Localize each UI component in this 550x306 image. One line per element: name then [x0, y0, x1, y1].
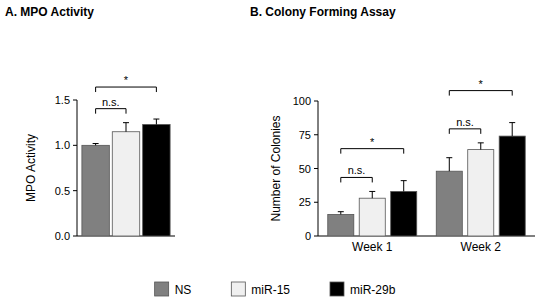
legend-label: miR-15: [251, 283, 290, 297]
significance-bracket: [341, 177, 372, 182]
bar: [82, 145, 109, 236]
marks: [328, 123, 525, 236]
bar: [359, 198, 385, 236]
y-tick: [314, 202, 318, 203]
y-axis: [77, 100, 78, 236]
panel: A. MPO Activity MPO Activity 0.0 0.5 1.0 1.5 n…: [5, 5, 175, 242]
error-bar-stem: [372, 191, 373, 198]
y-tick-label: 75: [299, 129, 311, 141]
significance-bracket: [449, 91, 512, 96]
error-bar-cap: [401, 180, 407, 181]
legend-label: NS: [175, 283, 192, 297]
error-bar-cap: [123, 122, 129, 123]
significance-bracket: [341, 149, 404, 154]
error-bar: [478, 143, 484, 150]
y-tick-label: 0: [305, 230, 311, 242]
bar: [112, 132, 139, 236]
y-tick-label: 50: [299, 163, 311, 175]
legend: NS miR-15 miR-29b: [155, 282, 396, 297]
error-bar: [509, 123, 515, 137]
y-axis-label: MPO Activity: [24, 134, 38, 202]
bar: [436, 171, 462, 236]
panel: B. Colony Forming Assay Number of Colonie…: [250, 5, 535, 254]
legend-swatch: [231, 282, 245, 296]
error-bar-cap: [93, 143, 99, 144]
legend-swatch: [330, 282, 344, 296]
y-tick: [73, 145, 77, 146]
y-tick: [314, 134, 318, 135]
y-tick-label: 0.0: [55, 230, 70, 242]
y-tick-label: 25: [299, 196, 311, 208]
x-tick-label: Week 1: [352, 240, 393, 254]
significance-label: *: [370, 136, 375, 148]
marks: [82, 119, 170, 236]
significance-bracket: [96, 87, 157, 92]
error-bar-cap: [338, 211, 344, 212]
x-tick-label: Week 2: [461, 240, 502, 254]
bar: [468, 150, 494, 236]
error-bar: [369, 191, 375, 198]
significance-label: *: [124, 74, 129, 86]
significance-label: *: [479, 78, 484, 90]
bar: [143, 124, 170, 236]
y-tick-label: 1.5: [55, 94, 70, 106]
y-axis-label: Number of Colonies: [269, 115, 283, 221]
error-bar-cap: [446, 157, 452, 158]
figure: A. MPO Activity MPO Activity 0.0 0.5 1.0 1.5 n…: [0, 0, 550, 306]
page: {"chart_data": [ {"type": "bar", "title"…: [0, 0, 550, 306]
error-bar: [338, 212, 344, 215]
error-bar-stem: [156, 119, 157, 124]
error-bar: [446, 158, 452, 172]
significance-label: n.s.: [102, 96, 120, 108]
y-tick: [314, 168, 318, 169]
title: A. MPO Activity: [5, 5, 94, 19]
bar: [328, 214, 354, 236]
error-bar-stem: [512, 123, 513, 137]
significance-bracket: [96, 109, 126, 114]
error-bar: [153, 119, 159, 124]
significance-bracket: [449, 129, 480, 134]
error-bar: [93, 144, 99, 146]
y-tick: [314, 236, 318, 237]
error-bar-stem: [480, 143, 481, 150]
y-tick: [73, 236, 77, 237]
y-tick: [73, 100, 77, 101]
significance-label: n.s.: [456, 116, 474, 128]
legend-label: miR-29b: [350, 283, 396, 297]
legend-swatch: [155, 282, 169, 296]
error-bar-cap: [369, 191, 375, 192]
title: B. Colony Forming Assay: [250, 5, 396, 19]
y-tick: [73, 190, 77, 191]
y-axis: [318, 101, 319, 236]
error-bar: [401, 181, 407, 192]
y-tick-label: 100: [293, 95, 311, 107]
bar: [499, 136, 525, 236]
error-bar-cap: [153, 119, 159, 120]
error-bar-stem: [126, 123, 127, 132]
y-tick-label: 1.0: [55, 139, 70, 151]
bar: [391, 191, 417, 236]
error-bar-cap: [478, 142, 484, 143]
error-bar-cap: [509, 122, 515, 123]
error-bar-stem: [449, 158, 450, 172]
y-tick: [314, 101, 318, 102]
significance-label: n.s.: [348, 164, 366, 176]
y-tick-label: 0.5: [55, 185, 70, 197]
error-bar-stem: [403, 181, 404, 192]
error-bar: [123, 123, 129, 132]
